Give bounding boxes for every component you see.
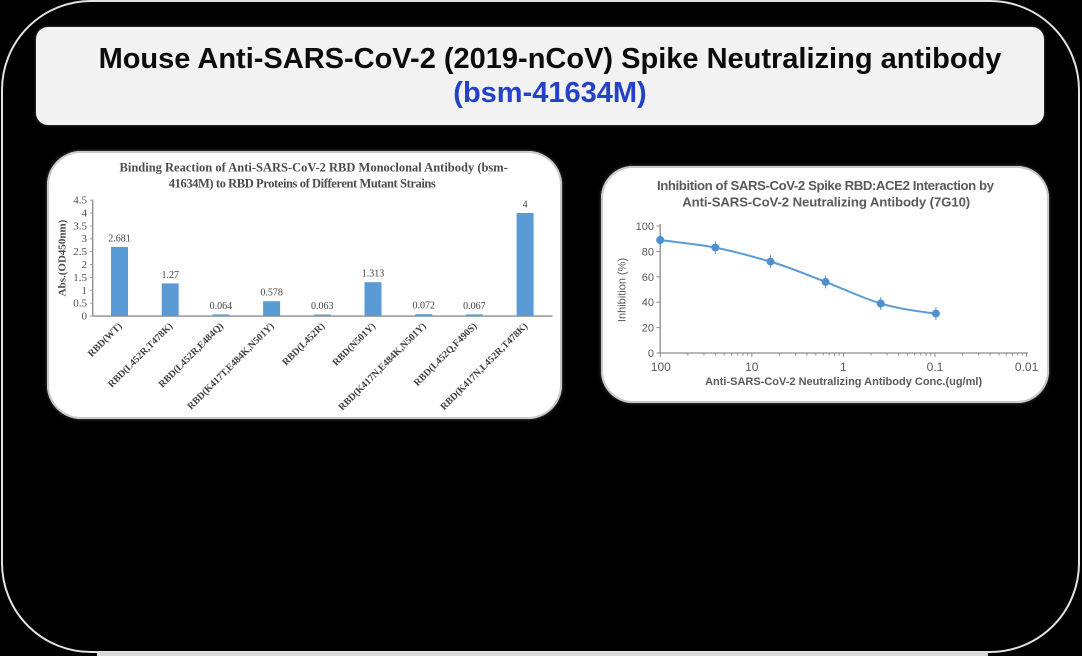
- svg-text:0.01: 0.01: [1015, 360, 1039, 374]
- svg-text:0: 0: [82, 311, 88, 323]
- svg-text:0.064: 0.064: [210, 301, 233, 312]
- svg-text:1: 1: [82, 285, 88, 297]
- svg-text:Anti-SARS-CoV-2 Neutralizing A: Anti-SARS-CoV-2 Neutralizing Antibody (7…: [682, 195, 970, 210]
- svg-text:1.5: 1.5: [73, 272, 87, 284]
- svg-text:2.681: 2.681: [108, 234, 131, 245]
- svg-text:Inhibition of SARS-CoV-2 Spike: Inhibition of SARS-CoV-2 Spike RBD:ACE2 …: [657, 178, 995, 193]
- svg-text:3.5: 3.5: [73, 220, 87, 232]
- svg-text:0.067: 0.067: [463, 301, 486, 312]
- svg-text:0.5: 0.5: [73, 298, 87, 310]
- svg-text:RBD(N501Y): RBD(N501Y): [331, 321, 378, 368]
- svg-text:80: 80: [642, 246, 654, 258]
- svg-text:4: 4: [82, 208, 88, 220]
- svg-text:Abs.(OD450nm): Abs.(OD450nm): [57, 219, 69, 296]
- svg-text:0.063: 0.063: [311, 301, 334, 312]
- svg-text:1.313: 1.313: [362, 269, 385, 280]
- svg-text:4: 4: [523, 200, 528, 211]
- svg-text:0.578: 0.578: [260, 288, 283, 299]
- svg-text:RBD(K417T,E484K,N501Y): RBD(K417T,E484K,N501Y): [185, 321, 276, 412]
- svg-text:1.27: 1.27: [161, 270, 179, 281]
- svg-text:RBD(K417N,E484K,N501Y): RBD(K417N,E484K,N501Y): [337, 321, 429, 413]
- svg-text:2.5: 2.5: [73, 246, 87, 258]
- svg-text:RBD(L452R): RBD(L452R): [280, 321, 327, 368]
- svg-text:60: 60: [642, 272, 654, 284]
- svg-text:Binding Reaction of Anti-SARS-: Binding Reaction of Anti-SARS-CoV-2 RBD …: [120, 161, 508, 175]
- svg-text:10: 10: [745, 360, 759, 374]
- svg-text:2: 2: [82, 259, 88, 271]
- svg-text:0.1: 0.1: [927, 360, 944, 374]
- svg-text:100: 100: [651, 360, 671, 374]
- svg-text:Inhibition (%): Inhibition (%): [617, 258, 629, 322]
- svg-text:Anti-SARS-CoV-2 Neutralizing A: Anti-SARS-CoV-2 Neutralizing Antibody Co…: [705, 376, 982, 388]
- svg-text:41634M) to RBD Proteins of Dif: 41634M) to RBD Proteins of Different Mut…: [169, 177, 436, 191]
- svg-text:RBD(WT): RBD(WT): [86, 321, 125, 360]
- svg-text:RBD(K417N,L452R,T478K): RBD(K417N,L452R,T478K): [438, 321, 530, 413]
- svg-text:20: 20: [642, 323, 654, 335]
- svg-text:100: 100: [636, 221, 654, 233]
- svg-text:3: 3: [82, 233, 88, 245]
- svg-text:1: 1: [840, 360, 847, 374]
- svg-text:4.5: 4.5: [73, 195, 87, 207]
- svg-text:40: 40: [642, 297, 654, 309]
- svg-text:0: 0: [648, 348, 654, 360]
- svg-text:0.072: 0.072: [412, 301, 435, 312]
